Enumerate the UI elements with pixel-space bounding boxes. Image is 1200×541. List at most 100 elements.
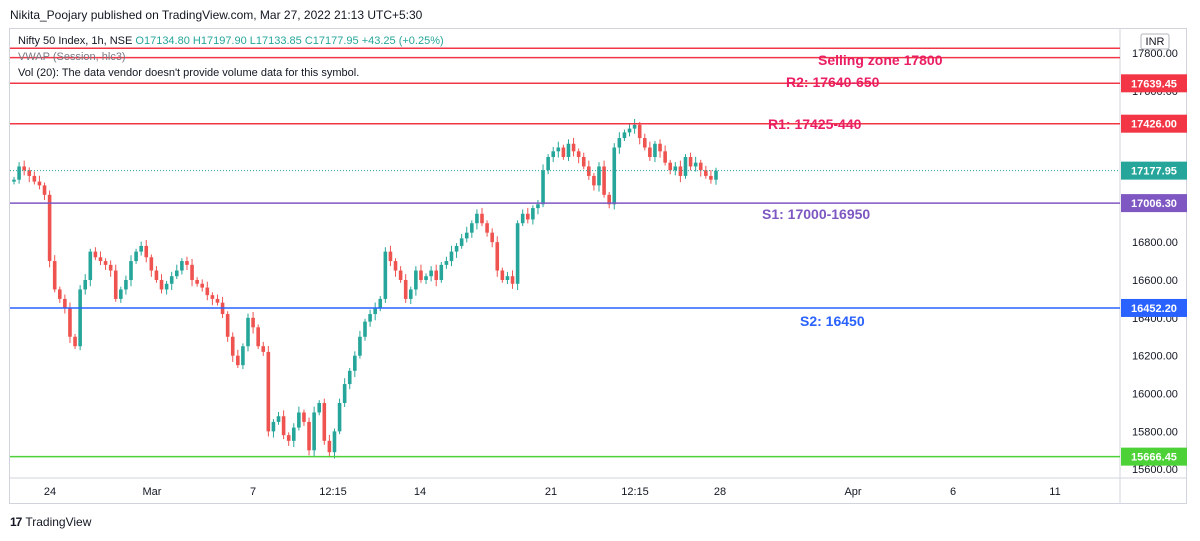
candle-body[interactable]: [505, 276, 510, 280]
candle-body[interactable]: [332, 431, 337, 453]
candle-body[interactable]: [475, 213, 479, 224]
candle-body[interactable]: [576, 151, 581, 157]
candle-body[interactable]: [42, 185, 47, 195]
candle-body[interactable]: [581, 156, 586, 167]
currency-label[interactable]: INR: [1146, 36, 1165, 48]
candle-body[interactable]: [286, 435, 291, 441]
candle-body[interactable]: [459, 238, 464, 246]
candle-body[interactable]: [169, 276, 174, 284]
candle-body[interactable]: [541, 170, 545, 205]
candle-body[interactable]: [485, 223, 489, 233]
candle-body[interactable]: [63, 298, 67, 309]
candle-body[interactable]: [312, 412, 316, 451]
candle-body[interactable]: [393, 261, 398, 271]
candle-body[interactable]: [180, 261, 184, 271]
candle-body[interactable]: [113, 270, 118, 299]
candle-body[interactable]: [154, 270, 159, 280]
candle-body[interactable]: [124, 279, 128, 290]
candle-body[interactable]: [236, 355, 240, 366]
candle-body[interactable]: [449, 251, 454, 262]
candle-body[interactable]: [78, 289, 82, 347]
candle-body[interactable]: [103, 261, 108, 265]
candle-body[interactable]: [607, 194, 611, 205]
candle-body[interactable]: [704, 170, 708, 176]
candle-body[interactable]: [307, 421, 311, 451]
candle-body[interactable]: [561, 147, 566, 157]
candle-body[interactable]: [673, 166, 678, 171]
candle-body[interactable]: [363, 321, 367, 337]
candle-body[interactable]: [17, 166, 21, 180]
candle-body[interactable]: [403, 279, 408, 299]
candle-body[interactable]: [495, 242, 500, 271]
candle-body[interactable]: [627, 128, 632, 133]
candle-body[interactable]: [668, 162, 673, 171]
candle-body[interactable]: [230, 336, 235, 356]
candle-body[interactable]: [470, 223, 474, 233]
candle-body[interactable]: [480, 213, 484, 224]
candle-body[interactable]: [149, 257, 154, 271]
candle-body[interactable]: [709, 175, 713, 180]
candle-body[interactable]: [688, 156, 693, 167]
candle-body[interactable]: [241, 346, 245, 366]
candle-body[interactable]: [439, 264, 444, 280]
candle-body[interactable]: [602, 166, 606, 195]
candle-body[interactable]: [22, 166, 26, 171]
candle-body[interactable]: [337, 402, 342, 432]
candle-body[interactable]: [622, 132, 627, 139]
candle-body[interactable]: [637, 124, 642, 139]
candle-body[interactable]: [205, 287, 210, 296]
candle-body[interactable]: [52, 261, 57, 290]
candle-body[interactable]: [444, 261, 449, 265]
candle-body[interactable]: [648, 147, 652, 157]
candle-body[interactable]: [510, 276, 515, 284]
candle-body[interactable]: [144, 245, 149, 258]
candle-body[interactable]: [261, 346, 266, 352]
candle-body[interactable]: [159, 279, 164, 290]
candle-body[interactable]: [225, 314, 230, 337]
candle-body[interactable]: [454, 245, 459, 252]
candle-body[interactable]: [353, 355, 357, 371]
candle-body[interactable]: [424, 276, 428, 280]
candle-body[interactable]: [612, 147, 617, 205]
candle-body[interactable]: [108, 264, 113, 271]
candle-body[interactable]: [408, 289, 413, 299]
candle-body[interactable]: [174, 270, 179, 277]
candle-body[interactable]: [47, 194, 52, 262]
vwap-indicator[interactable]: VWAP (Session, hlc3): [18, 51, 126, 63]
candle-body[interactable]: [546, 156, 550, 171]
candle-body[interactable]: [12, 179, 16, 182]
candle-body[interactable]: [368, 314, 372, 322]
candle-body[interactable]: [434, 270, 439, 280]
candle-body[interactable]: [571, 143, 576, 152]
candle-body[interactable]: [164, 283, 169, 290]
candle-body[interactable]: [592, 175, 596, 186]
candle-body[interactable]: [32, 175, 37, 182]
candle-body[interactable]: [83, 279, 88, 290]
candle-body[interactable]: [327, 440, 332, 453]
candle-body[interactable]: [714, 170, 718, 180]
candle-body[interactable]: [190, 264, 194, 280]
candle-body[interactable]: [464, 232, 469, 239]
candle-body[interactable]: [134, 251, 138, 262]
candle-body[interactable]: [317, 402, 322, 413]
candle-body[interactable]: [119, 289, 123, 299]
candle-body[interactable]: [515, 223, 520, 284]
candle-body[interactable]: [281, 416, 286, 436]
candle-body[interactable]: [139, 245, 143, 252]
candle-body[interactable]: [266, 351, 271, 432]
candle-body[interactable]: [653, 143, 657, 157]
candle-body[interactable]: [68, 308, 72, 337]
candle-body[interactable]: [98, 257, 103, 262]
candle-body[interactable]: [246, 317, 250, 347]
candle-body[interactable]: [556, 147, 561, 152]
candle-body[interactable]: [73, 336, 77, 347]
candle-body[interactable]: [322, 402, 327, 441]
candle-body[interactable]: [429, 270, 433, 277]
candle-body[interactable]: [215, 298, 220, 303]
candle-body[interactable]: [185, 261, 189, 265]
candle-body[interactable]: [536, 204, 540, 209]
candle-body[interactable]: [414, 270, 418, 290]
candle-body[interactable]: [358, 336, 362, 356]
candle-body[interactable]: [658, 143, 662, 152]
